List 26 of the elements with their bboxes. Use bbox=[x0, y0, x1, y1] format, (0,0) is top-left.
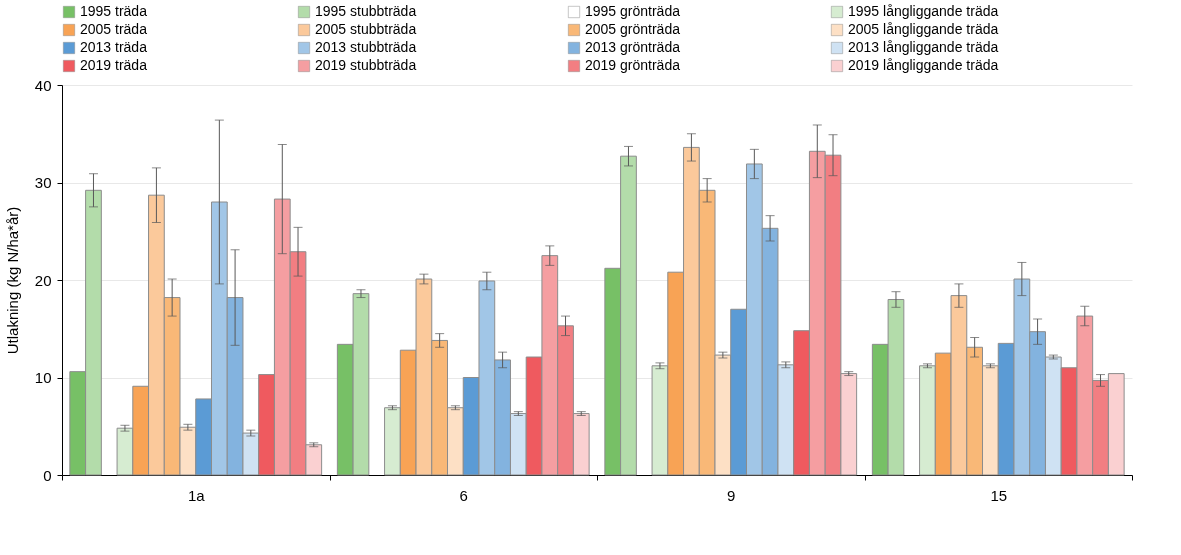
y-tick-label: 40 bbox=[34, 76, 52, 94]
legend-label: 2005 grönträda bbox=[585, 21, 681, 37]
legend-label: 2005 stubbträda bbox=[315, 21, 417, 37]
legend-label: 1995 grönträda bbox=[585, 3, 681, 19]
legend-label: 2013 stubbträda bbox=[315, 39, 417, 55]
legend-label: 2019 långliggande träda bbox=[848, 57, 999, 73]
legend-label: 2013 träda bbox=[80, 39, 148, 55]
legend-label: 2019 träda bbox=[80, 57, 148, 73]
y-axis-title: Utlakning (kg N/ha*år) bbox=[3, 206, 21, 355]
legend-label: 2019 stubbträda bbox=[315, 57, 417, 73]
x-tick-label: 15 bbox=[990, 486, 1008, 504]
legend-label: 2013 grönträda bbox=[585, 39, 681, 55]
legend-label: 2005 träda bbox=[80, 21, 148, 37]
legend-label: 2005 långliggande träda bbox=[848, 21, 999, 37]
y-tick-label: 10 bbox=[34, 369, 52, 386]
legend-label: 1995 långliggande träda bbox=[848, 3, 999, 19]
legend-label: 1995 stubbträda bbox=[315, 3, 417, 19]
y-tick-label: 20 bbox=[34, 271, 52, 289]
x-tick-label: 1a bbox=[187, 486, 206, 504]
legend-label: 1995 träda bbox=[80, 3, 148, 19]
x-tick-label: 9 bbox=[727, 486, 736, 504]
x-tick-label: 6 bbox=[459, 486, 468, 504]
y-tick-label: 0 bbox=[43, 466, 52, 484]
legend-label: 2019 grönträda bbox=[585, 57, 681, 73]
legend-label: 2013 långliggande träda bbox=[848, 39, 999, 55]
y-tick-label: 30 bbox=[34, 174, 52, 191]
